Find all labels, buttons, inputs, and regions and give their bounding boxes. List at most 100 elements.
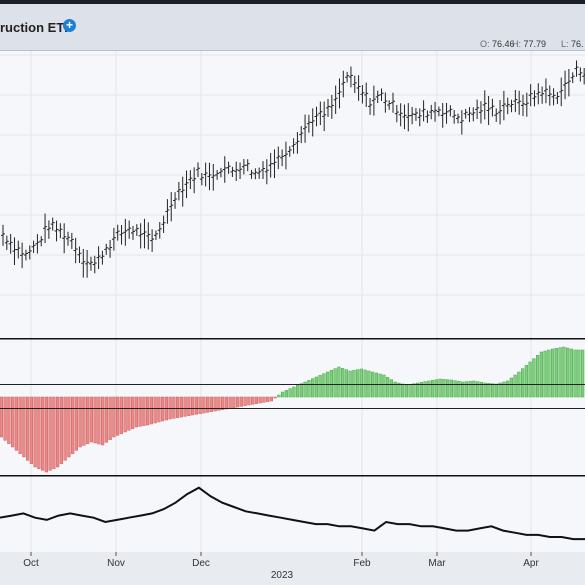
price-bar — [218, 167, 223, 178]
histogram-bar — [127, 396, 131, 431]
histogram-bar — [449, 379, 453, 398]
histogram-bar — [26, 396, 30, 461]
histogram-bar — [86, 396, 90, 444]
histogram-bar — [277, 394, 281, 398]
x-label-oct: Oct — [23, 558, 39, 569]
histogram-bar — [393, 381, 397, 398]
x-label-dec: Dec — [192, 558, 210, 569]
histogram-bar — [292, 386, 296, 398]
histogram-bar — [131, 396, 135, 429]
price-bar — [490, 98, 495, 117]
high-value: H: 77.79 — [512, 39, 547, 49]
plus-circle-icon[interactable]: + — [63, 19, 76, 32]
histogram-bar — [18, 396, 22, 454]
price-bar — [230, 166, 235, 177]
histogram-bar — [59, 396, 63, 464]
histogram-bar — [52, 396, 56, 469]
price-bar — [463, 108, 468, 119]
price-bar — [383, 92, 388, 113]
histogram-bar — [33, 396, 37, 468]
histogram-bar — [281, 391, 285, 398]
histogram-bar — [71, 396, 75, 454]
open-value: O: 76.46 — [480, 39, 515, 49]
x-axis: Oct Nov Dec Feb Mar Apr 2023 — [23, 552, 539, 581]
price-bar — [108, 240, 113, 258]
chart-header: ruction ETF + O: 76.46 H: 77.79 L: 76. — [0, 4, 585, 51]
histogram-bar — [0, 396, 3, 438]
price-bar — [264, 159, 269, 185]
price-bar — [379, 88, 384, 102]
histogram-bar — [446, 379, 450, 398]
price-bar — [211, 163, 216, 191]
pane-divider-2 — [0, 475, 585, 477]
price-bar — [146, 222, 151, 250]
histogram-bar — [284, 390, 288, 398]
indicator-line-path — [0, 486, 585, 541]
price-bar — [513, 89, 518, 113]
price-bar — [578, 67, 583, 82]
histogram-bar — [303, 381, 307, 398]
histogram-bar — [524, 365, 528, 398]
histogram-bar — [464, 381, 468, 398]
price-bar — [310, 108, 315, 137]
price-bar — [127, 220, 132, 239]
price-bar — [115, 224, 120, 241]
price-bar — [261, 161, 265, 179]
price-bar — [543, 78, 548, 104]
price-bar — [299, 126, 304, 144]
histogram-bar — [532, 358, 536, 398]
histogram-bar — [269, 396, 273, 402]
price-bar — [456, 113, 460, 124]
histogram-bar — [217, 396, 221, 411]
histogram-bar — [206, 396, 210, 413]
price-bar — [192, 167, 197, 194]
price-bar — [69, 232, 74, 249]
price-bar — [333, 85, 338, 114]
histogram-bar — [198, 396, 202, 414]
price-bar — [131, 225, 135, 240]
histogram-bar — [566, 347, 570, 398]
histogram-bar — [67, 396, 71, 458]
price-bar — [199, 173, 204, 186]
price-bar — [150, 229, 155, 252]
histogram-bar — [528, 361, 532, 398]
price-bar — [119, 225, 124, 245]
price-bar — [1, 224, 5, 246]
price-bar — [402, 104, 407, 130]
histogram-bar — [202, 396, 206, 414]
price-bar — [283, 141, 288, 170]
price-bar — [134, 224, 139, 236]
histogram-bar — [412, 383, 416, 398]
price-bar — [532, 90, 537, 107]
histogram-bar — [322, 373, 326, 398]
price-bar — [27, 245, 32, 260]
histogram-bar — [386, 377, 390, 398]
price-bars — [1, 60, 585, 278]
price-bar — [429, 104, 434, 120]
price-bar — [555, 92, 560, 105]
histogram-bar — [498, 382, 502, 398]
x-label-year: 2023 — [271, 570, 294, 581]
price-bar — [245, 159, 250, 172]
price-bar — [81, 248, 86, 278]
price-bar — [241, 159, 246, 175]
histogram-bar — [404, 384, 408, 398]
price-bar — [524, 92, 529, 117]
price-bar — [62, 223, 67, 254]
price-bar — [215, 169, 220, 180]
histogram-bar — [3, 396, 7, 441]
price-bar — [387, 100, 392, 110]
price-bar — [184, 170, 189, 199]
price-bar — [570, 72, 575, 84]
price-bar — [4, 235, 9, 250]
histogram-bar — [266, 396, 270, 402]
histogram-bar — [479, 382, 483, 398]
price-bar — [96, 246, 101, 270]
price-bar — [12, 237, 17, 266]
price-bar — [314, 106, 319, 127]
histogram-bar — [307, 380, 311, 398]
price-bar — [180, 176, 185, 207]
histogram-bar — [37, 396, 41, 469]
low-value: L: 76. — [561, 39, 584, 49]
